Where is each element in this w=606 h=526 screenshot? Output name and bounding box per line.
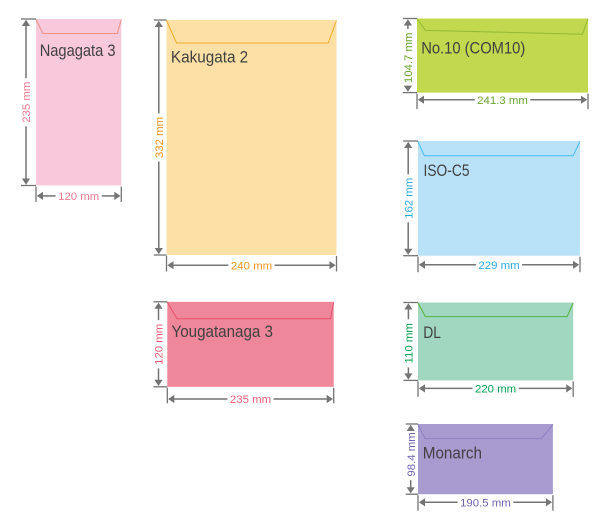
svg-text:235 mm: 235 mm [21,82,33,123]
svg-text:229 mm: 229 mm [478,260,519,272]
svg-text:Kakugata 2: Kakugata 2 [171,49,248,67]
svg-text:110 mm: 110 mm [404,323,416,363]
svg-text:Monarch: Monarch [423,444,482,462]
svg-text:Yougatanaga 3: Yougatanaga 3 [172,323,274,341]
svg-text:104.7 mm: 104.7 mm [403,32,415,83]
svg-text:98.4 mm: 98.4 mm [406,432,418,476]
svg-text:220 mm: 220 mm [475,384,516,396]
svg-text:ISO-C5: ISO-C5 [424,162,470,180]
svg-text:190.5 mm: 190.5 mm [460,497,511,509]
svg-text:120 mm: 120 mm [154,324,166,365]
svg-text:Nagagata 3: Nagagata 3 [40,42,116,60]
svg-text:162 mm: 162 mm [403,178,415,219]
svg-text:235 mm: 235 mm [230,394,271,406]
svg-text:241.3 mm: 241.3 mm [477,95,528,107]
svg-text:240 mm: 240 mm [231,260,272,272]
svg-text:No.10 (COM10): No.10 (COM10) [421,40,525,58]
svg-text:120 mm: 120 mm [58,191,99,203]
svg-text:332 mm: 332 mm [154,117,166,158]
svg-text:DL: DL [423,324,441,342]
